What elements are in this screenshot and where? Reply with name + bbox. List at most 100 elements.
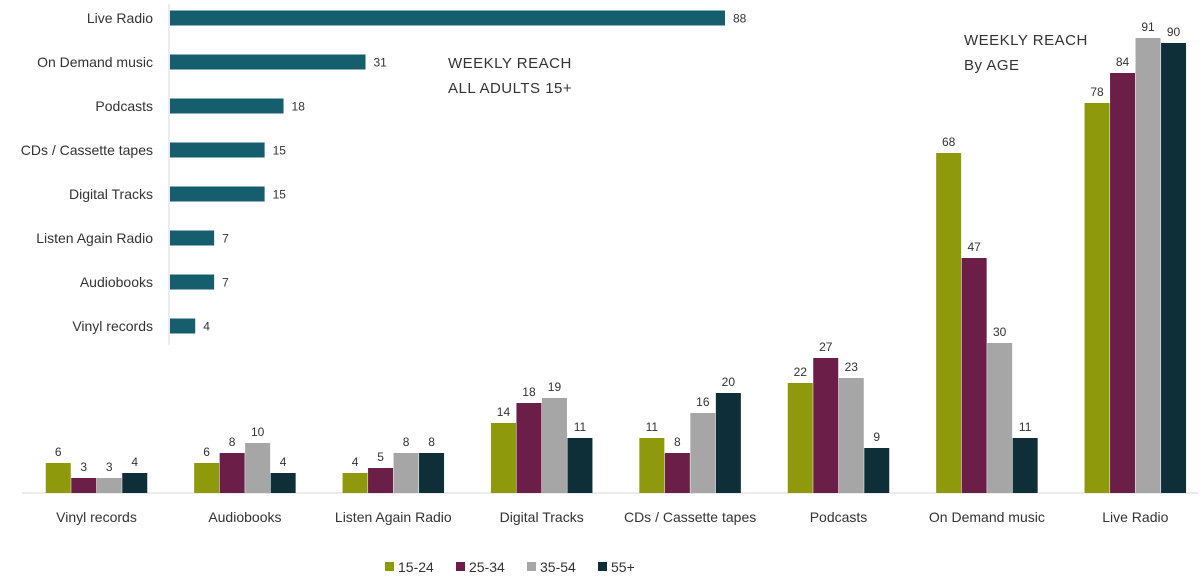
column-cds-cassette-tapes-55 [715, 393, 741, 493]
column-podcasts-15-24 [787, 383, 813, 493]
hbar-on-demand-music [170, 54, 366, 70]
weekly-reach-age-note: WEEKLY REACH By AGE [964, 32, 1088, 74]
column-audiobooks-55 [270, 473, 296, 493]
hbar-audiobooks [170, 274, 215, 290]
hbar-category-label-podcasts: Podcasts [95, 98, 153, 114]
column-value-label-live-radio-25-34: 84 [1116, 55, 1130, 69]
column-cds-cassette-tapes-15-24 [639, 438, 665, 493]
column-category-label-podcasts: Podcasts [810, 509, 868, 525]
hbar-category-label-on-demand-music: On Demand music [37, 54, 153, 70]
column-value-label-on-demand-music-25-34: 47 [967, 240, 981, 254]
column-on-demand-music-35-54 [987, 343, 1013, 493]
column-value-label-listen-again-radio-25-34: 5 [377, 450, 384, 464]
hbar-value-label-vinyl-records: 4 [203, 320, 210, 334]
column-digital-tracks-25-34 [516, 403, 542, 493]
column-value-label-listen-again-radio-55: 8 [428, 435, 435, 449]
legend-label-35-54: 35-54 [540, 559, 576, 575]
column-podcasts-35-54 [838, 378, 864, 493]
column-value-label-digital-tracks-15-24: 14 [497, 405, 511, 419]
column-vinyl-records-55 [122, 473, 148, 493]
column-category-label-live-radio: Live Radio [1102, 509, 1168, 525]
column-value-label-listen-again-radio-35-54: 8 [403, 435, 410, 449]
legend-label-55: 55+ [611, 559, 635, 575]
hbar-value-label-live-radio: 88 [733, 12, 747, 26]
column-listen-again-radio-15-24 [342, 473, 368, 493]
column-value-label-cds-cassette-tapes-55: 20 [722, 375, 736, 389]
column-value-label-vinyl-records-35-54: 3 [106, 460, 113, 474]
weekly-reach-adults-note: WEEKLY REACH ALL ADULTS 15+ [448, 55, 572, 97]
hbar-category-label-cds-cassette-tapes: CDs / Cassette tapes [21, 142, 153, 158]
column-value-label-digital-tracks-25-34: 18 [522, 385, 536, 399]
column-category-label-listen-again-radio: Listen Again Radio [335, 509, 452, 525]
column-audiobooks-25-34 [219, 453, 245, 493]
column-value-label-podcasts-25-34: 27 [819, 340, 833, 354]
column-value-label-vinyl-records-15-24: 6 [55, 445, 62, 459]
column-value-label-audiobooks-25-34: 8 [229, 435, 236, 449]
hbar-category-label-listen-again-radio: Listen Again Radio [36, 230, 153, 246]
legend-swatch-25-34 [456, 562, 465, 571]
column-vinyl-records-35-54 [96, 478, 122, 493]
hbar-value-label-on-demand-music: 31 [374, 56, 388, 70]
hbar-live-radio [170, 10, 725, 26]
column-on-demand-music-55 [1012, 438, 1038, 493]
horizontal-bar-chart: Live Radio 88 On Demand music 31 Podcasts 18 C… [21, 10, 747, 334]
column-value-label-listen-again-radio-15-24: 4 [352, 455, 359, 469]
column-value-label-on-demand-music-35-54: 30 [993, 325, 1007, 339]
legend-swatch-35-54 [527, 562, 536, 571]
weekly-reach-adults-note-line-2: ALL ADULTS 15+ [448, 80, 572, 97]
column-live-radio-15-24 [1084, 103, 1110, 493]
legend-swatch-15-24 [385, 562, 394, 571]
column-value-label-cds-cassette-tapes-25-34: 8 [674, 435, 681, 449]
column-value-label-audiobooks-55: 4 [280, 455, 287, 469]
hbar-value-label-digital-tracks: 15 [273, 188, 287, 202]
column-live-radio-55 [1161, 43, 1187, 493]
column-live-radio-25-34 [1110, 73, 1136, 493]
column-value-label-vinyl-records-25-34: 3 [80, 460, 87, 474]
column-cds-cassette-tapes-35-54 [690, 413, 716, 493]
column-value-label-live-radio-15-24: 78 [1090, 85, 1104, 99]
column-on-demand-music-15-24 [936, 153, 962, 493]
hbar-digital-tracks [170, 186, 265, 202]
column-value-label-on-demand-music-55: 11 [1019, 420, 1032, 434]
column-value-label-cds-cassette-tapes-35-54: 16 [696, 395, 710, 409]
column-value-label-digital-tracks-55: 11 [574, 420, 587, 434]
column-value-label-podcasts-15-24: 22 [794, 365, 808, 379]
weekly-reach-adults-note-line-1: WEEKLY REACH [448, 55, 572, 72]
weekly-reach-age-note-line-2: By AGE [964, 57, 1020, 74]
column-vinyl-records-25-34 [71, 478, 97, 493]
column-category-label-on-demand-music: On Demand music [929, 509, 1045, 525]
column-listen-again-radio-25-34 [368, 468, 394, 493]
hbar-category-label-audiobooks: Audiobooks [80, 274, 153, 290]
column-value-label-audiobooks-35-54: 10 [251, 425, 265, 439]
column-value-label-live-radio-35-54: 91 [1141, 20, 1155, 34]
hbar-category-label-vinyl-records: Vinyl records [72, 318, 153, 334]
column-listen-again-radio-35-54 [393, 453, 419, 493]
column-podcasts-55 [864, 448, 890, 493]
column-audiobooks-15-24 [194, 463, 220, 493]
legend-label-25-34: 25-34 [469, 559, 505, 575]
column-value-label-live-radio-55: 90 [1167, 25, 1181, 39]
column-digital-tracks-15-24 [490, 423, 516, 493]
column-category-label-cds-cassette-tapes: CDs / Cassette tapes [624, 509, 756, 525]
legend: 15-24 25-34 35-54 55+ [385, 559, 635, 575]
hbar-listen-again-radio [170, 230, 215, 246]
column-listen-again-radio-55 [419, 453, 445, 493]
legend-swatch-55 [598, 562, 607, 571]
column-value-label-vinyl-records-55: 4 [131, 455, 138, 469]
column-category-label-audiobooks: Audiobooks [208, 509, 281, 525]
hbar-cds-cassette-tapes [170, 142, 265, 158]
hbar-value-label-audiobooks: 7 [222, 276, 229, 290]
column-cds-cassette-tapes-25-34 [664, 453, 690, 493]
column-value-label-digital-tracks-35-54: 19 [548, 380, 562, 394]
column-category-label-digital-tracks: Digital Tracks [500, 509, 584, 525]
hbar-value-label-podcasts: 18 [292, 100, 306, 114]
weekly-reach-age-note-line-1: WEEKLY REACH [964, 32, 1088, 49]
column-category-label-vinyl-records: Vinyl records [56, 509, 137, 525]
column-podcasts-25-34 [813, 358, 839, 493]
column-digital-tracks-55 [567, 438, 593, 493]
column-live-radio-35-54 [1135, 38, 1161, 493]
hbar-podcasts [170, 98, 284, 114]
